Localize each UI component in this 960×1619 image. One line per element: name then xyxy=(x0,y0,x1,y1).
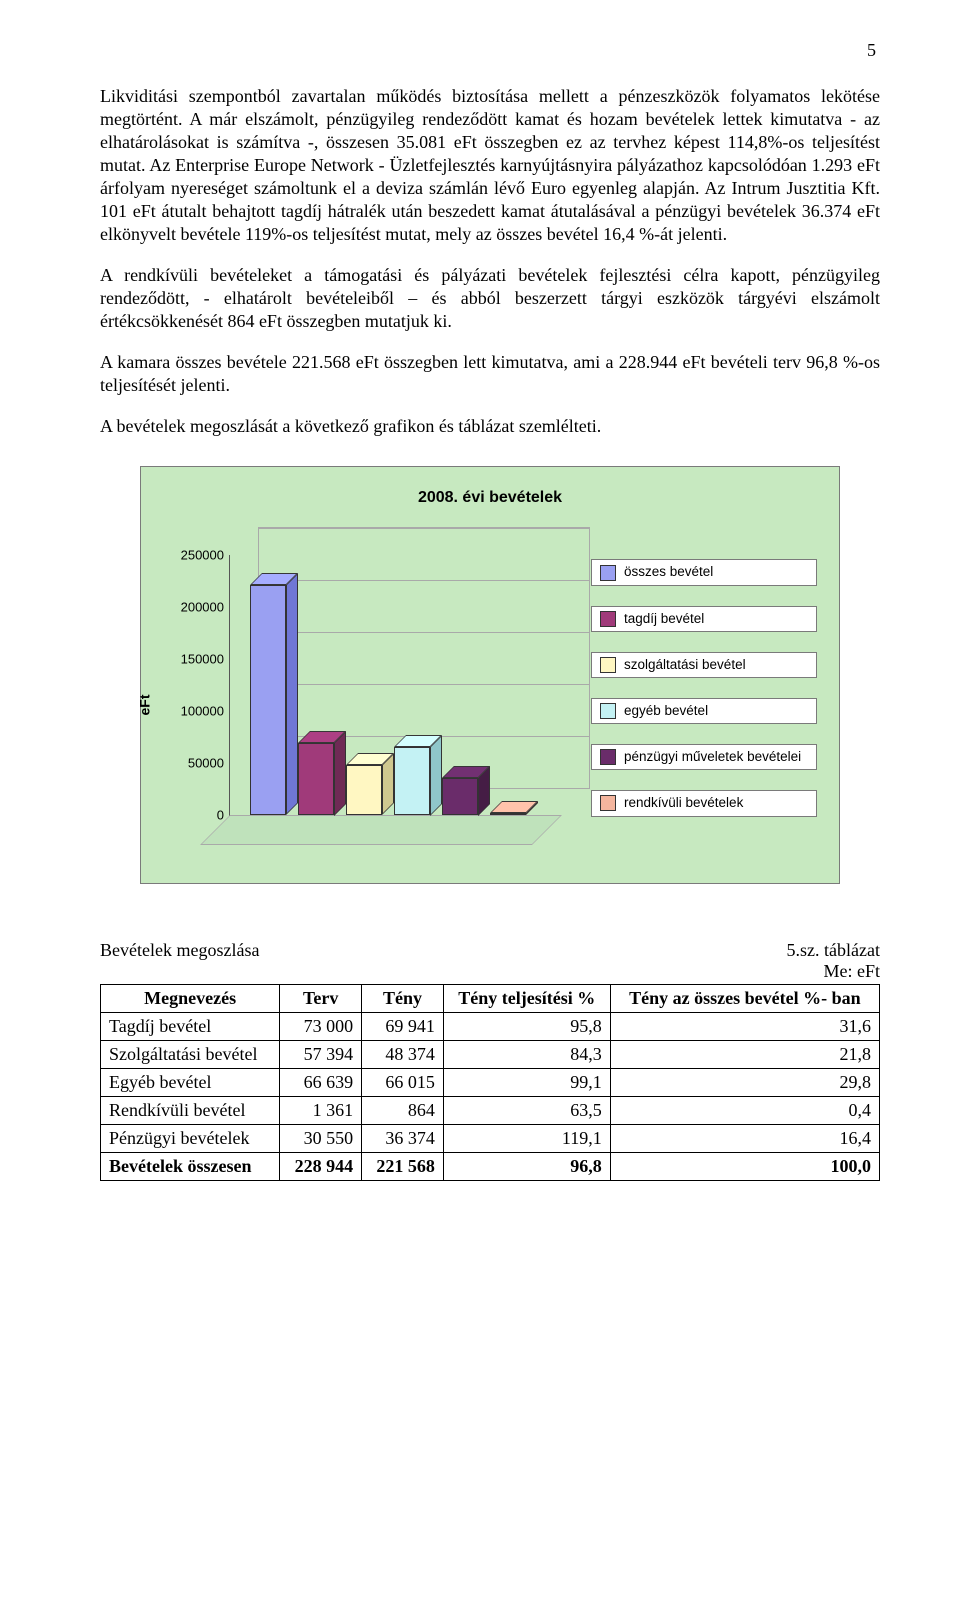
paragraph-4: A bevételek megoszlását a következő graf… xyxy=(100,415,880,438)
chart-bar xyxy=(250,585,286,815)
revenue-table: Megnevezés Terv Tény Tény teljesítési % … xyxy=(100,984,880,1181)
total-value: 228 944 xyxy=(280,1153,362,1181)
chart-bar xyxy=(346,765,382,815)
table-row: Pénzügyi bevételek30 55036 374119,116,4 xyxy=(101,1125,880,1153)
legend-swatch xyxy=(600,611,616,627)
col-header-terv: Terv xyxy=(280,985,362,1013)
y-tick-label: 0 xyxy=(170,808,224,823)
row-value: 66 015 xyxy=(362,1069,444,1097)
row-value: 31,6 xyxy=(610,1013,879,1041)
row-value: 29,8 xyxy=(610,1069,879,1097)
legend-item: tagdíj bevétel xyxy=(591,606,817,632)
col-header-teny: Tény xyxy=(362,985,444,1013)
row-value: 69 941 xyxy=(362,1013,444,1041)
table-caption-row: Bevételek megoszlása 5.sz. táblázat Me: … xyxy=(100,940,880,982)
row-value: 864 xyxy=(362,1097,444,1125)
legend-label: szolgáltatási bevétel xyxy=(624,657,746,673)
row-value: 48 374 xyxy=(362,1041,444,1069)
chart-y-axis-label: eFt xyxy=(137,695,153,716)
total-value: 96,8 xyxy=(443,1153,610,1181)
col-header-share: Tény az összes bevétel %- ban xyxy=(610,985,879,1013)
row-value: 99,1 xyxy=(443,1069,610,1097)
table-caption-right-2: Me: eFt xyxy=(787,961,880,982)
row-value: 16,4 xyxy=(610,1125,879,1153)
row-value: 63,5 xyxy=(443,1097,610,1125)
row-value: 66 639 xyxy=(280,1069,362,1097)
row-value: 36 374 xyxy=(362,1125,444,1153)
row-value: 0,4 xyxy=(610,1097,879,1125)
legend-item: egyéb bevétel xyxy=(591,698,817,724)
paragraph-2: A rendkívüli bevételeket a támogatási és… xyxy=(100,264,880,333)
col-header-pct: Tény teljesítési % xyxy=(443,985,610,1013)
chart-bar xyxy=(490,813,526,815)
legend-label: pénzügyi műveletek bevételei xyxy=(624,749,801,765)
legend-label: összes bevétel xyxy=(624,564,713,580)
row-value: 57 394 xyxy=(280,1041,362,1069)
paragraph-1: Likviditási szempontból zavartalan működ… xyxy=(100,85,880,246)
y-tick-label: 150000 xyxy=(170,652,224,667)
table-total-row: Bevételek összesen228 944221 56896,8100,… xyxy=(101,1153,880,1181)
legend-swatch xyxy=(600,795,616,811)
page-number: 5 xyxy=(100,40,880,61)
table-caption-left: Bevételek megoszlása xyxy=(100,940,259,982)
legend-item: szolgáltatási bevétel xyxy=(591,652,817,678)
row-value: 84,3 xyxy=(443,1041,610,1069)
row-value: 119,1 xyxy=(443,1125,610,1153)
row-value: 73 000 xyxy=(280,1013,362,1041)
col-header-name: Megnevezés xyxy=(101,985,280,1013)
legend-item: összes bevétel xyxy=(591,559,817,585)
chart-bar xyxy=(298,743,334,816)
total-value: 221 568 xyxy=(362,1153,444,1181)
row-value: 30 550 xyxy=(280,1125,362,1153)
legend-label: rendkívüli bevételek xyxy=(624,795,743,811)
document-page: 5 Likviditási szempontból zavartalan műk… xyxy=(0,0,960,1241)
total-value: 100,0 xyxy=(610,1153,879,1181)
row-label: Egyéb bevétel xyxy=(101,1069,280,1097)
legend-item: pénzügyi műveletek bevételei xyxy=(591,744,817,770)
chart-plot-area: eFt 050000100000150000200000250000 xyxy=(163,555,583,855)
chart-legend: összes bevétel tagdíj bevétel szolgáltatás… xyxy=(591,555,817,855)
row-label: Rendkívüli bevétel xyxy=(101,1097,280,1125)
y-tick-label: 250000 xyxy=(170,548,224,563)
y-tick-label: 200000 xyxy=(170,600,224,615)
chart-container: 2008. évi bevételek eFt 0500001000001500… xyxy=(140,466,840,884)
y-tick-label: 100000 xyxy=(170,704,224,719)
row-label: Szolgáltatási bevétel xyxy=(101,1041,280,1069)
paragraph-3: A kamara összes bevétele 221.568 eFt öss… xyxy=(100,351,880,397)
legend-label: egyéb bevétel xyxy=(624,703,708,719)
legend-swatch xyxy=(600,703,616,719)
legend-swatch xyxy=(600,657,616,673)
y-tick-label: 50000 xyxy=(170,756,224,771)
table-caption-right-1: 5.sz. táblázat xyxy=(787,940,880,961)
table-row: Szolgáltatási bevétel57 39448 37484,321,… xyxy=(101,1041,880,1069)
table-row: Egyéb bevétel66 63966 01599,129,8 xyxy=(101,1069,880,1097)
chart-bar xyxy=(394,747,430,816)
legend-swatch xyxy=(600,749,616,765)
row-label: Pénzügyi bevételek xyxy=(101,1125,280,1153)
legend-swatch xyxy=(600,565,616,581)
total-label: Bevételek összesen xyxy=(101,1153,280,1181)
row-value: 1 361 xyxy=(280,1097,362,1125)
row-value: 21,8 xyxy=(610,1041,879,1069)
table-row: Rendkívüli bevétel1 36186463,50,4 xyxy=(101,1097,880,1125)
row-value: 95,8 xyxy=(443,1013,610,1041)
legend-item: rendkívüli bevételek xyxy=(591,790,817,816)
row-label: Tagdíj bevétel xyxy=(101,1013,280,1041)
legend-label: tagdíj bevétel xyxy=(624,611,704,627)
chart-bar xyxy=(442,778,478,816)
table-row: Tagdíj bevétel73 00069 94195,831,6 xyxy=(101,1013,880,1041)
